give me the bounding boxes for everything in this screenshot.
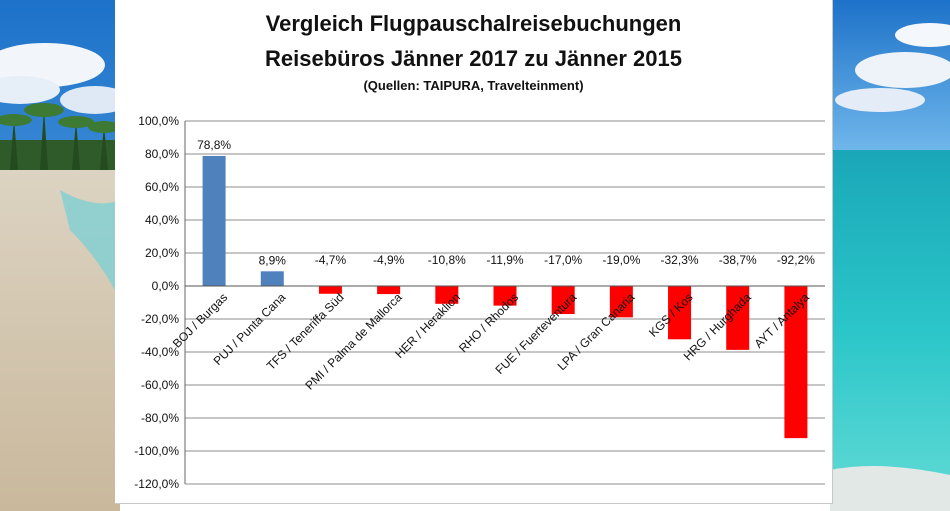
y-tick-label: -100,0% — [134, 444, 179, 458]
value-label: -11,9% — [486, 253, 523, 267]
bar — [318, 286, 342, 294]
y-tick-label: -80,0% — [141, 411, 179, 425]
chart-title-line2: Reisebüros Jänner 2017 zu Jänner 2015 — [265, 46, 682, 71]
bar-chart: 100,0% 80,0% 60,0% 40,0% 20,0% 0,0% -20,0% -40,… — [134, 114, 825, 491]
value-label: 8,9% — [259, 253, 287, 267]
value-label: -17,0% — [544, 253, 582, 267]
bar — [609, 286, 633, 318]
y-tick-label: 80,0% — [145, 147, 179, 161]
y-tick-label: -40,0% — [141, 345, 179, 359]
value-label: -4,7% — [315, 253, 347, 267]
bar — [435, 286, 459, 304]
y-tick-label: -60,0% — [141, 378, 179, 392]
value-label: 78,8% — [197, 138, 231, 152]
chart-subtitle: (Quellen: TAIPURA, Travelteinment) — [363, 78, 584, 93]
bar — [493, 286, 517, 306]
value-label: -19,0% — [602, 253, 640, 267]
chart-title-line1: Vergleich Flugpauschalreisebuchungen — [265, 11, 682, 36]
y-tick-label: 0,0% — [152, 279, 180, 293]
category-label: RHO / Rhodos — [456, 290, 521, 355]
bar — [377, 286, 401, 295]
y-tick-label: 60,0% — [145, 180, 179, 194]
value-label: -32,3% — [661, 253, 699, 267]
y-tick-label: -20,0% — [141, 312, 179, 326]
value-label: -4,9% — [373, 253, 405, 267]
chart-panel: Vergleich Flugpauschalreisebuchungen Rei… — [115, 0, 833, 504]
bar — [551, 286, 575, 315]
value-label: -38,7% — [719, 253, 757, 267]
y-tick-label: -120,0% — [134, 477, 179, 491]
y-tick-label: 100,0% — [138, 114, 179, 128]
bar — [784, 286, 808, 439]
category-label: PMI / Palma de Mallorca — [302, 290, 405, 393]
y-tick-label: 20,0% — [145, 246, 179, 260]
bar — [202, 155, 226, 286]
bar — [260, 271, 284, 286]
bar — [668, 286, 692, 340]
value-label: -92,2% — [777, 253, 815, 267]
bar — [726, 286, 750, 350]
y-tick-label: 40,0% — [145, 213, 179, 227]
value-label: -10,8% — [428, 253, 466, 267]
